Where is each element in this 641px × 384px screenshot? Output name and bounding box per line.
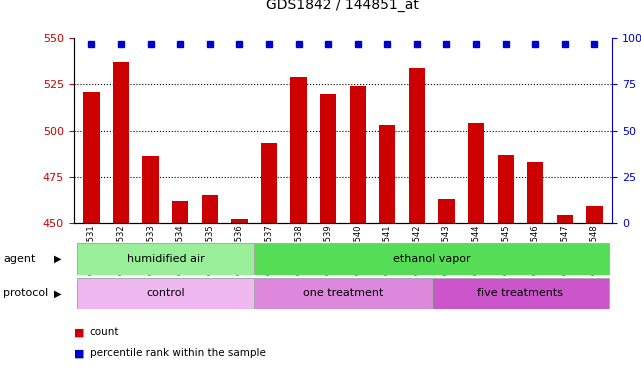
Bar — [83, 92, 99, 223]
Text: control: control — [146, 288, 185, 298]
Text: percentile rank within the sample: percentile rank within the sample — [90, 348, 265, 358]
Text: ■: ■ — [74, 327, 84, 337]
Bar — [349, 86, 366, 223]
Text: ethanol vapor: ethanol vapor — [393, 254, 470, 264]
Text: protocol: protocol — [3, 288, 49, 298]
Text: agent: agent — [3, 254, 36, 264]
Bar — [231, 219, 247, 223]
Bar — [254, 243, 609, 275]
Bar — [556, 215, 573, 223]
Text: ▶: ▶ — [54, 254, 62, 264]
Bar — [379, 125, 395, 223]
Bar — [320, 94, 337, 223]
Text: GDS1842 / 144851_at: GDS1842 / 144851_at — [267, 0, 419, 12]
Bar — [431, 278, 609, 309]
Bar — [497, 154, 514, 223]
Bar — [409, 68, 425, 223]
Bar — [587, 206, 603, 223]
Bar — [527, 162, 544, 223]
Text: count: count — [90, 327, 119, 337]
Bar — [468, 123, 484, 223]
Bar — [254, 278, 431, 309]
Text: one treatment: one treatment — [303, 288, 383, 298]
Bar — [261, 144, 277, 223]
Bar — [77, 243, 254, 275]
Bar — [438, 199, 454, 223]
Text: ■: ■ — [74, 348, 84, 358]
Bar — [113, 62, 129, 223]
Text: humidified air: humidified air — [126, 254, 204, 264]
Text: five treatments: five treatments — [478, 288, 563, 298]
Bar — [290, 77, 306, 223]
Bar — [202, 195, 218, 223]
Bar — [77, 278, 254, 309]
Bar — [172, 200, 188, 223]
Bar — [142, 156, 159, 223]
Text: ▶: ▶ — [54, 288, 62, 298]
